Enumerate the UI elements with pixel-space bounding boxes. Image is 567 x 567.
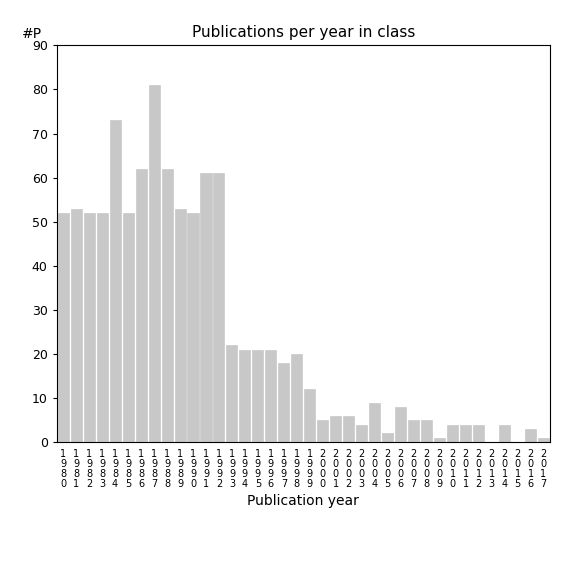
Bar (188, 213, 198, 442)
Bar (149, 85, 159, 442)
Bar (525, 429, 536, 442)
Bar (538, 438, 549, 442)
Bar (447, 425, 458, 442)
Bar (473, 425, 484, 442)
Bar (369, 403, 380, 442)
Bar (331, 416, 341, 442)
Bar (460, 425, 471, 442)
X-axis label: Publication year: Publication year (247, 494, 359, 508)
Bar (71, 209, 82, 442)
Bar (395, 407, 406, 442)
Bar (499, 425, 510, 442)
Bar (291, 354, 302, 442)
Bar (162, 169, 172, 442)
Bar (109, 120, 121, 442)
Bar (382, 433, 393, 442)
Bar (318, 420, 328, 442)
Bar (408, 420, 419, 442)
Bar (175, 209, 185, 442)
Bar (304, 390, 315, 442)
Bar (239, 350, 251, 442)
Bar (96, 213, 108, 442)
Bar (265, 350, 276, 442)
Text: #P: #P (22, 27, 43, 41)
Bar (278, 363, 289, 442)
Bar (84, 213, 95, 442)
Title: Publications per year in class: Publications per year in class (192, 25, 415, 40)
Bar (343, 416, 354, 442)
Bar (201, 174, 211, 442)
Bar (356, 425, 367, 442)
Bar (58, 213, 69, 442)
Bar (213, 174, 225, 442)
Bar (252, 350, 264, 442)
Bar (434, 438, 445, 442)
Bar (136, 169, 147, 442)
Bar (122, 213, 134, 442)
Bar (226, 345, 238, 442)
Bar (421, 420, 432, 442)
